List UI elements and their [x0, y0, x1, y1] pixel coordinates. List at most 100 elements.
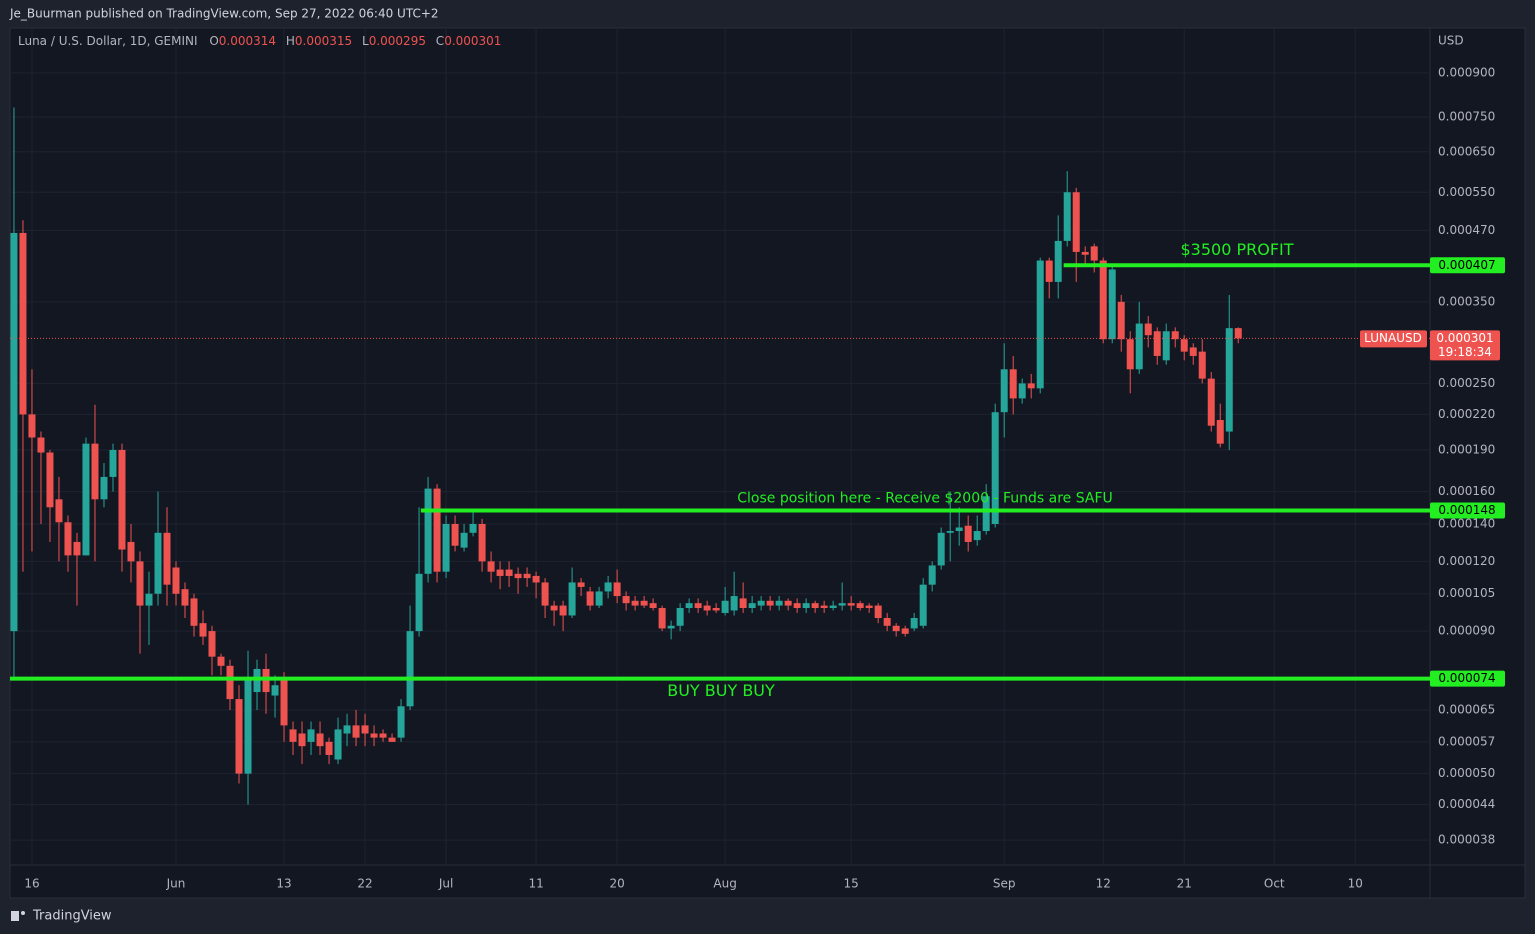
x-tick-label: 22 [357, 877, 372, 891]
candle-body [136, 561, 144, 606]
candle-body [118, 449, 126, 550]
candle-body [91, 443, 99, 500]
candle-body [1234, 328, 1242, 339]
symbol-tag [1360, 330, 1427, 348]
candle-body [1054, 240, 1062, 282]
candle-body [1009, 369, 1017, 399]
candle-body [730, 596, 738, 611]
candle-body [109, 449, 117, 477]
candle-body [676, 608, 684, 626]
candle-body [442, 523, 450, 572]
candle-body [928, 565, 936, 585]
x-tick-label: 11 [528, 877, 543, 891]
candle-body [1171, 331, 1179, 340]
level-tag [1430, 502, 1505, 519]
candle-body [379, 733, 387, 738]
candle-body [919, 584, 927, 626]
candle-body [982, 496, 990, 532]
candle-body [343, 725, 351, 734]
candle-body [64, 522, 72, 556]
y-tick-label: 0.000038 [1438, 833, 1495, 847]
candle-body [523, 573, 531, 579]
y-tick-label: 0.000090 [1438, 624, 1495, 638]
candle-body [163, 532, 171, 585]
candle-body [370, 733, 378, 738]
level-tag-value: 0.000148 [1438, 503, 1495, 517]
candle-body [712, 608, 720, 611]
candle-body [640, 600, 648, 606]
y-tick-label: 0.000220 [1438, 407, 1495, 421]
candle-body [1000, 369, 1008, 413]
candle-body [361, 725, 369, 734]
y-tick-label: 0.000050 [1438, 766, 1495, 780]
candle-body [1045, 260, 1053, 282]
h-label: H [286, 34, 295, 48]
level-tag-value: 0.000074 [1438, 671, 1495, 685]
y-tick-label: 0.000160 [1438, 484, 1495, 498]
candle-body [667, 625, 675, 629]
candle-body [451, 523, 459, 546]
candle-body [901, 628, 909, 634]
candle-body [595, 591, 603, 606]
y-tick-label: 0.000650 [1438, 144, 1495, 158]
publisher-line: Je_Buurman published on TradingView.com,… [9, 7, 439, 21]
x-tick-label: Jun [166, 877, 186, 891]
x-tick-label: 13 [276, 877, 291, 891]
candle-body [181, 589, 189, 606]
candle-body [433, 488, 441, 572]
y-tick-label: 0.000470 [1438, 223, 1495, 237]
y-tick-label: 0.000350 [1438, 294, 1495, 308]
price-tag [1430, 330, 1500, 361]
candle-body [1018, 383, 1026, 399]
candle-body [1027, 383, 1035, 389]
candle-body [748, 603, 756, 609]
candle-body [19, 232, 27, 415]
candle-body [1225, 328, 1233, 432]
candle-body [685, 603, 693, 609]
candle-body [658, 608, 666, 629]
candle-body [991, 412, 999, 524]
candle-body [793, 603, 801, 609]
candle-body [820, 605, 828, 609]
x-tick-label: Aug [713, 877, 736, 891]
candle-body [100, 476, 108, 500]
x-tick-label: 20 [609, 877, 624, 891]
candle-body [1117, 301, 1125, 340]
y-tick-label: 0.000120 [1438, 554, 1495, 568]
candle-body [577, 582, 585, 587]
x-tick-label: Jul [438, 877, 453, 891]
candle-body [721, 600, 729, 613]
candle-body [1072, 192, 1080, 252]
candle-body [307, 729, 315, 742]
candle-body [37, 437, 45, 453]
x-tick-label: 16 [24, 877, 39, 891]
candle-body [1216, 419, 1224, 444]
x-tick-label: 21 [1177, 877, 1192, 891]
h-value: 0.000315 [295, 34, 352, 48]
candle-body [73, 541, 81, 556]
candle-body [829, 605, 837, 609]
candle-body [973, 531, 981, 541]
candle-body [1162, 331, 1170, 361]
y-tick-label: 0.000065 [1438, 703, 1495, 717]
candle-body [487, 561, 495, 572]
level-tag [1430, 257, 1505, 274]
candle-body [145, 593, 153, 606]
candle-body [865, 605, 873, 609]
candle-body [568, 582, 576, 616]
candle-body [1081, 251, 1089, 255]
candle-body [172, 567, 180, 594]
tradingview-logo: TradingView [11, 909, 112, 924]
logo-mark [11, 911, 19, 921]
candle-body [496, 569, 504, 576]
candle-body [478, 523, 486, 562]
candle-body [802, 603, 810, 609]
candle-body [271, 685, 279, 696]
candle-body [1063, 192, 1071, 241]
candle-body [244, 678, 252, 774]
candle-body [694, 603, 702, 609]
candle-body [1036, 260, 1044, 389]
candle-body [325, 741, 333, 755]
candle-body [586, 591, 594, 606]
